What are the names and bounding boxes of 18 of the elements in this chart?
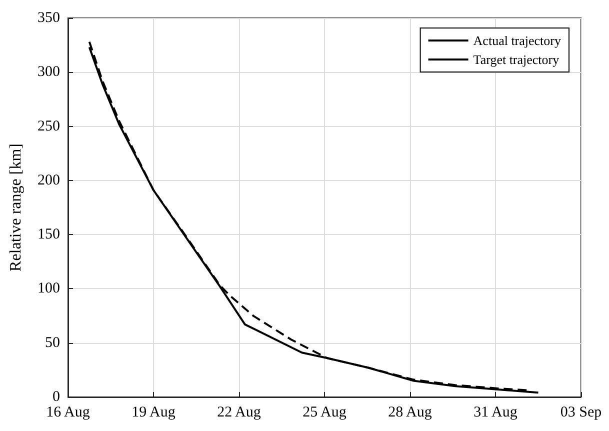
y-tick-label: 250 xyxy=(38,118,60,134)
y-tick-label: 200 xyxy=(38,172,60,188)
y-tick-label: 0 xyxy=(52,389,60,405)
x-tick-label: 16 Aug xyxy=(46,404,90,420)
y-tick-label: 150 xyxy=(38,226,60,243)
x-tick-label: 22 Aug xyxy=(217,404,262,420)
x-tick-label: 25 Aug xyxy=(302,404,347,420)
x-tick-label: 28 Aug xyxy=(388,404,432,420)
x-tick-label: 03 Sep xyxy=(560,404,602,420)
y-tick-label: 300 xyxy=(38,64,60,80)
y-tick-label: 50 xyxy=(45,334,60,351)
y-axis-title: Relative range [km] xyxy=(8,144,24,272)
y-tick-label: 350 xyxy=(38,10,60,26)
x-tick-label: 19 Aug xyxy=(132,404,176,420)
y-tick-label: 100 xyxy=(38,280,60,297)
legend-label: Actual trajectory xyxy=(473,33,562,48)
x-tick-label: 31 Aug xyxy=(474,404,518,420)
legend-label: Target trajectory xyxy=(473,52,560,67)
